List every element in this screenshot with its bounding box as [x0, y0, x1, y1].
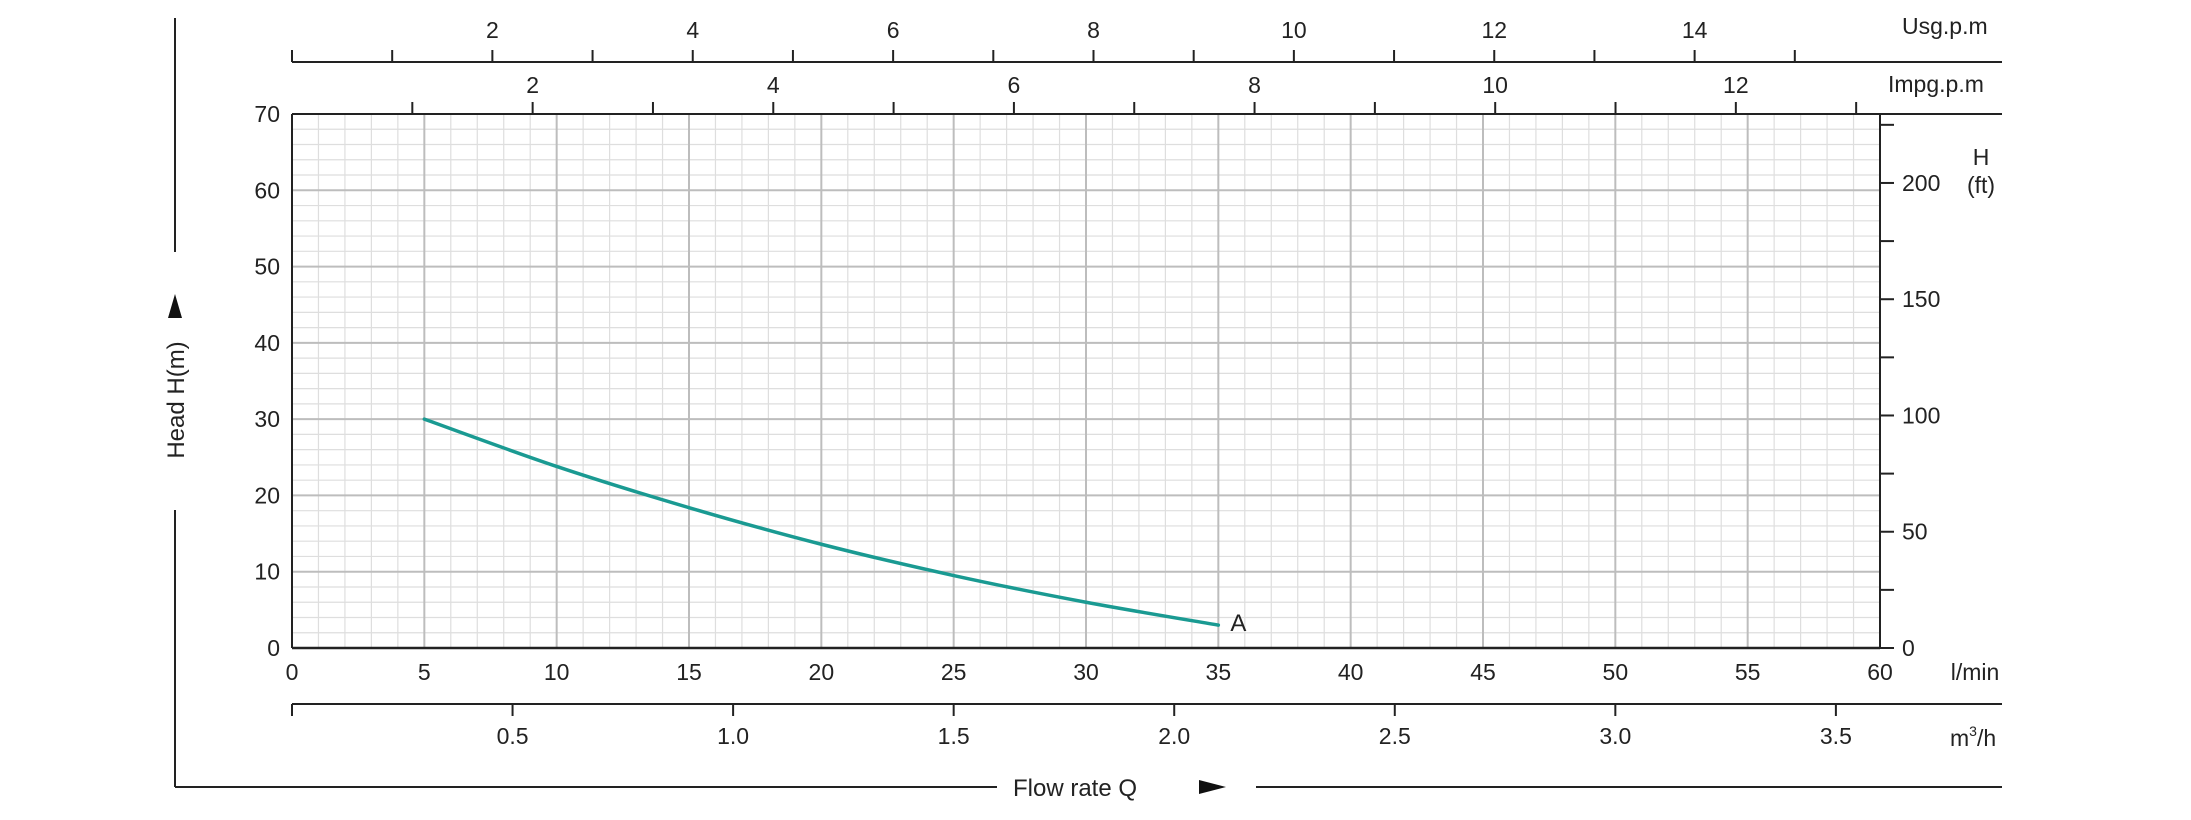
- major-grid: [292, 114, 1880, 648]
- y-tick-label: 10: [254, 559, 280, 585]
- ft-tick-label: 50: [1902, 519, 1928, 545]
- x-tick-label: 20: [809, 659, 835, 685]
- series-label-A: A: [1230, 610, 1246, 637]
- m3h-label-sup: 3: [1969, 723, 1977, 739]
- x-tick-label: 25: [941, 659, 967, 685]
- m3h-tick-label: 1.5: [938, 723, 970, 749]
- axes: [168, 18, 2002, 794]
- usgpm-tick-label: 10: [1281, 17, 1307, 43]
- m3h-tick-label: 1.0: [717, 723, 749, 749]
- usgpm-tick-label: 14: [1682, 17, 1708, 43]
- usgpm-tick-label: 6: [887, 17, 900, 43]
- impgpm-tick-label: 4: [767, 72, 780, 98]
- ft-tick-label: 150: [1902, 286, 1940, 312]
- x-tick-label: 55: [1735, 659, 1761, 685]
- series-line-A: [422, 417, 1221, 627]
- y-tick-label: 30: [254, 406, 280, 432]
- ft-label-unit: (ft): [1967, 172, 1995, 198]
- x-tick-label: 5: [418, 659, 431, 685]
- usgpm-tick-label: 4: [686, 17, 699, 43]
- x-tick-label: 15: [676, 659, 702, 685]
- x-tick-label: 50: [1603, 659, 1629, 685]
- y-arrow-icon: [168, 294, 182, 318]
- ft-tick-label: 0: [1902, 635, 1915, 661]
- x-tick-label: 0: [286, 659, 299, 685]
- x-tick-label: 35: [1206, 659, 1232, 685]
- impgpm-tick-label: 12: [1723, 72, 1749, 98]
- x-tick-label: 10: [544, 659, 570, 685]
- curves: [422, 417, 1221, 627]
- y-tick-label: 70: [254, 101, 280, 127]
- y-tick-label: 0: [267, 635, 280, 661]
- m3h-tick-label: 0.5: [497, 723, 529, 749]
- impgpm-label: Impg.p.m: [1888, 71, 1984, 97]
- x-tick-label: 45: [1470, 659, 1496, 685]
- m3h-label-suffix: /h: [1977, 725, 1996, 751]
- y-tick-label: 50: [254, 254, 280, 280]
- usgpm-tick-label: 8: [1087, 17, 1100, 43]
- usgpm-tick-label: 12: [1481, 17, 1507, 43]
- x-tick-label: 30: [1073, 659, 1099, 685]
- x-unit-label: l/min: [1951, 659, 2000, 685]
- m3h-label: m3/h: [1950, 723, 1996, 751]
- impgpm-tick-label: 8: [1248, 72, 1261, 98]
- y-tick-label: 60: [254, 177, 280, 203]
- usgpm-label: Usg.p.m: [1902, 13, 1988, 39]
- impgpm-tick-label: 10: [1482, 72, 1508, 98]
- m3h-tick-label: 3.5: [1820, 723, 1852, 749]
- x-axis-title: Flow rate Q: [1013, 775, 1137, 802]
- impgpm-tick-label: 6: [1008, 72, 1021, 98]
- usgpm-tick-label: 2: [486, 17, 499, 43]
- m3h-label-base: m: [1950, 725, 1969, 751]
- x-tick-label: 60: [1867, 659, 1893, 685]
- ft-tick-label: 200: [1902, 170, 1940, 196]
- x-arrow-icon: [1199, 780, 1226, 794]
- m3h-tick-label: 2.0: [1158, 723, 1190, 749]
- y-tick-label: 40: [254, 330, 280, 356]
- m3h-tick-label: 2.5: [1379, 723, 1411, 749]
- x-tick-label: 40: [1338, 659, 1364, 685]
- y-tick-label: 20: [254, 482, 280, 508]
- y-axis-title: Head H(m): [163, 341, 190, 458]
- ft-tick-label: 100: [1902, 402, 1940, 428]
- m3h-tick-label: 3.0: [1599, 723, 1631, 749]
- ft-label-h: H: [1973, 144, 1990, 170]
- impgpm-tick-label: 2: [526, 72, 539, 98]
